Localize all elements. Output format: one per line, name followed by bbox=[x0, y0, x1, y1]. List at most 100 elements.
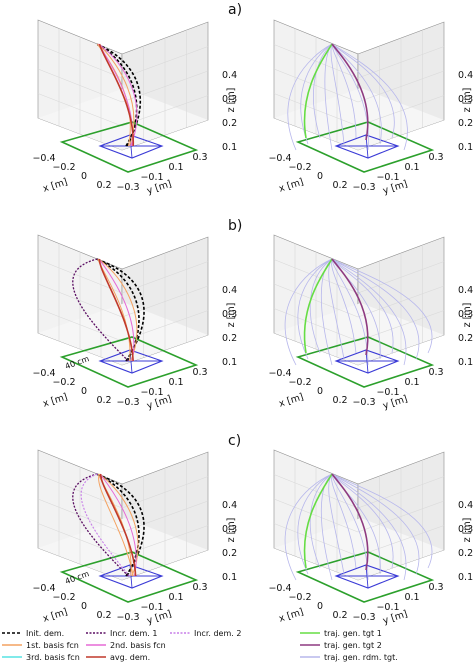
panel-b-left: −0.4−0.200.2x [m] −0.3−0.10.10.3y [m]0.10… bbox=[32, 234, 237, 412]
y-tick-label: −0.1 bbox=[140, 387, 163, 398]
trajectory-random-target bbox=[331, 43, 395, 139]
x-tick-label: −0.2 bbox=[52, 377, 75, 388]
x-tick-label: −0.4 bbox=[268, 153, 291, 164]
x-tick-label: −0.4 bbox=[32, 583, 55, 594]
trajectory-random-target bbox=[297, 473, 333, 575]
x-tick-label: 0 bbox=[81, 601, 87, 612]
trajectory-random-target bbox=[284, 473, 333, 581]
grid-line bbox=[273, 523, 359, 557]
z-tick-label: 0.4 bbox=[222, 70, 237, 81]
trajectory-avg-dem- bbox=[98, 258, 134, 362]
y-tick-label: −0.3 bbox=[116, 612, 139, 623]
panel-label-b: b) bbox=[228, 218, 242, 234]
trajectory-incr-dem-1 bbox=[72, 258, 129, 362]
z-axis-label: z [m] bbox=[226, 303, 237, 328]
trajectory-random-target bbox=[331, 258, 433, 354]
x-tick-label: 0.2 bbox=[96, 610, 111, 621]
z-tick-label: 0.1 bbox=[458, 572, 473, 583]
z-tick-label: 0.2 bbox=[458, 548, 473, 559]
x-axis-label: x [m] bbox=[277, 606, 304, 624]
trajectory-init-dem- bbox=[96, 258, 140, 362]
x-tick-label: −0.2 bbox=[52, 162, 75, 173]
trajectory-random-target bbox=[284, 258, 333, 366]
grid-line bbox=[273, 93, 359, 127]
trajectory-random-target bbox=[297, 258, 333, 360]
trajectory-avg-dem- bbox=[99, 473, 137, 577]
legend-label: Incr. dem. 2 bbox=[194, 629, 241, 638]
x-axis-label: x [m] bbox=[41, 176, 68, 194]
x-axis-label: x [m] bbox=[277, 391, 304, 409]
y-tick-label: −0.1 bbox=[376, 387, 399, 398]
x-tick-label: −0.4 bbox=[268, 368, 291, 379]
panel-label-c: c) bbox=[228, 433, 241, 449]
z-tick-label: 0.2 bbox=[222, 333, 237, 344]
grid-line bbox=[273, 308, 359, 342]
x-tick-label: −0.2 bbox=[288, 592, 311, 603]
trajectory-target-1 bbox=[303, 43, 333, 139]
z-tick-label: 0.3 bbox=[458, 309, 473, 320]
trajectory-random-target bbox=[313, 43, 333, 139]
z-axis-label: z [m] bbox=[462, 303, 473, 328]
floor-pane bbox=[38, 88, 208, 150]
legend-label: Init. dem. bbox=[26, 629, 64, 638]
z-tick-label: 0.2 bbox=[222, 118, 237, 129]
y-tick-label: 0.3 bbox=[192, 367, 207, 378]
trajectory-target-1 bbox=[303, 473, 333, 569]
y-tick-label: 0.1 bbox=[404, 592, 419, 603]
grid-line bbox=[37, 523, 123, 557]
trajectory-random-target bbox=[309, 473, 333, 569]
z-tick-label: 0.4 bbox=[458, 285, 473, 296]
y-tick-label: 0.3 bbox=[428, 152, 443, 163]
floor-pane bbox=[274, 303, 444, 365]
y-tick-label: −0.3 bbox=[352, 612, 375, 623]
x-tick-label: −0.2 bbox=[288, 377, 311, 388]
trajectory-random-target bbox=[331, 258, 420, 360]
x-tick-label: −0.2 bbox=[52, 592, 75, 603]
x-tick-label: 0 bbox=[81, 171, 87, 182]
panel-b-right: −0.4−0.200.2x [m] −0.3−0.10.10.3y [m]0.10… bbox=[268, 234, 473, 412]
trajectory-random-target bbox=[331, 473, 357, 569]
y-tick-label: −0.3 bbox=[352, 397, 375, 408]
panel-a-left: −0.4−0.200.2x [m] −0.3−0.10.10.3y [m]0.10… bbox=[32, 19, 237, 197]
x-tick-label: 0.2 bbox=[96, 180, 111, 191]
z-tick-label: 0.1 bbox=[222, 572, 237, 583]
x-tick-label: 0.2 bbox=[332, 180, 347, 191]
x-tick-label: −0.4 bbox=[268, 583, 291, 594]
y-tick-label: 0.1 bbox=[168, 377, 183, 388]
z-tick-label: 0.3 bbox=[222, 94, 237, 105]
z-tick-label: 0.3 bbox=[222, 309, 237, 320]
y-tick-label: −0.1 bbox=[376, 172, 399, 183]
y-tick-label: −0.3 bbox=[116, 182, 139, 193]
trajectory-random-target bbox=[331, 473, 433, 569]
floor-square bbox=[295, 121, 435, 173]
x-tick-label: 0 bbox=[317, 386, 323, 397]
y-tick-label: 0.3 bbox=[192, 152, 207, 163]
trajectory-2nd-basis-fcn bbox=[98, 43, 138, 147]
z-tick-label: 0.4 bbox=[222, 500, 237, 511]
z-tick-label: 0.1 bbox=[458, 142, 473, 153]
x-tick-label: 0 bbox=[81, 386, 87, 397]
z-tick-label: 0.1 bbox=[458, 357, 473, 368]
panel-c-left: −0.4−0.200.2x [m] −0.3−0.10.10.3y [m]0.10… bbox=[32, 449, 237, 627]
z-tick-label: 0.2 bbox=[222, 548, 237, 559]
legend-label: 3rd. basis fcn bbox=[26, 653, 80, 662]
x-tick-label: 0 bbox=[317, 171, 323, 182]
legend-label: Incr. dem. 1 bbox=[110, 629, 157, 638]
trajectory-1st-basis-fcn bbox=[97, 473, 132, 577]
trajectory-random-target bbox=[331, 473, 407, 581]
trajectory-init-dem- bbox=[95, 473, 145, 577]
trajectory-target-2 bbox=[331, 43, 369, 141]
floor-pane bbox=[274, 88, 444, 150]
z-tick-label: 0.1 bbox=[222, 142, 237, 153]
y-tick-label: 0.3 bbox=[428, 582, 443, 593]
trajectory-incr-dem-1 bbox=[72, 473, 129, 577]
x-axis-label: x [m] bbox=[277, 176, 304, 194]
x-tick-label: 0.2 bbox=[332, 395, 347, 406]
trajectory-random-target bbox=[309, 258, 333, 354]
trajectory-random-target bbox=[330, 43, 345, 145]
trajectory-random-target bbox=[331, 473, 394, 569]
z-tick-label: 0.2 bbox=[458, 118, 473, 129]
legend-label: traj. gen. tgt 1 bbox=[324, 629, 382, 638]
z-tick-label: 0.4 bbox=[222, 285, 237, 296]
trajectory-random-target bbox=[287, 43, 333, 151]
